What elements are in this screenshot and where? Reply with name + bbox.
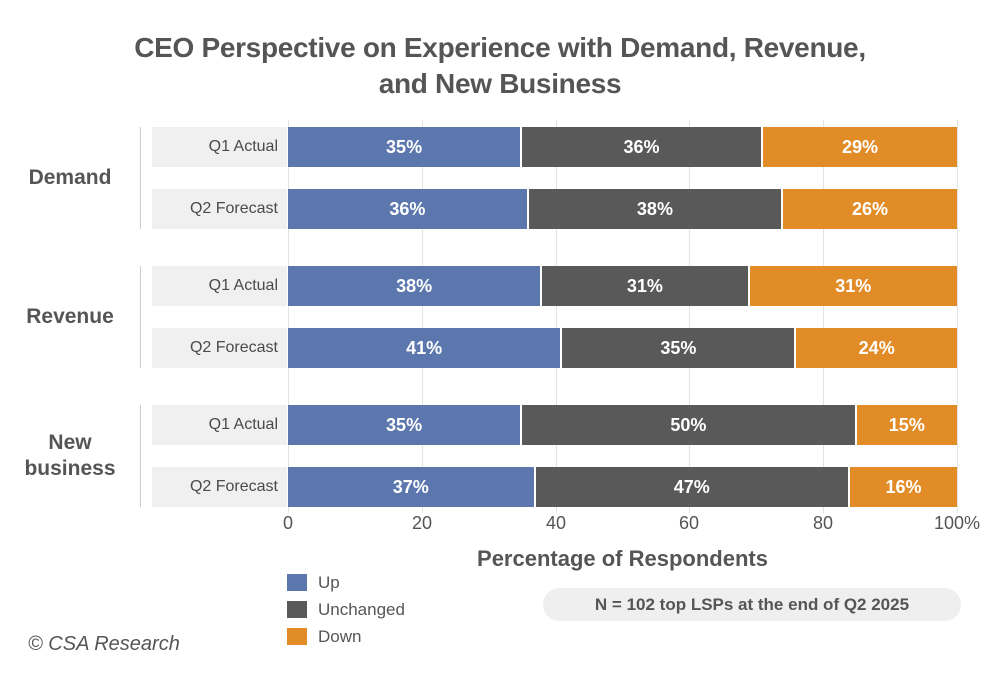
x-tick-label: 40: [545, 513, 567, 533]
stacked-bar: 35% 50% 15%: [288, 405, 957, 445]
legend-item-down: Down: [287, 623, 405, 650]
bar-segment-down: 24%: [796, 328, 957, 368]
legend-swatch-icon: [287, 601, 307, 618]
gridline-60: [689, 120, 690, 513]
stacked-bar: 35% 36% 29%: [288, 127, 957, 167]
bar-segment-unchanged: 50%: [522, 405, 857, 445]
sample-size-note-text: N = 102 top LSPs at the end of Q2 2025: [594, 594, 910, 614]
copyright-text: © CSA Research: [28, 633, 180, 655]
chart-title-line-2: and New Business: [378, 68, 622, 99]
bar-segment-unchanged: 31%: [542, 266, 750, 306]
bar-segment-unchanged: 47%: [535, 467, 850, 507]
bar-segment-down: 31%: [749, 266, 957, 306]
bar-segment-down: 29%: [762, 127, 957, 167]
group-label-demand: Demand: [28, 166, 112, 189]
category-label: Q1 Actual: [152, 266, 287, 306]
group-separator: [140, 405, 141, 507]
group-label-new-business: New business: [24, 431, 116, 480]
legend-label: Unchanged: [318, 599, 405, 619]
category-label: Q1 Actual: [152, 127, 287, 167]
x-tick-label: 0: [282, 513, 294, 533]
x-tick-label: 60: [678, 513, 700, 533]
group-label-revenue: Revenue: [26, 305, 114, 328]
category-label: Q2 Forecast: [152, 189, 287, 229]
legend-item-unchanged: Unchanged: [287, 596, 405, 623]
chart-title-line-1: CEO Perspective on Experience with Deman…: [134, 32, 866, 63]
stacked-bar: 38% 31% 31%: [288, 266, 957, 306]
legend-swatch-icon: [287, 628, 307, 645]
legend-label: Up: [318, 572, 340, 592]
bar-segment-unchanged: 38%: [528, 189, 784, 229]
bar-segment-down: 26%: [783, 189, 957, 229]
bar-segment-up: 35%: [288, 405, 523, 445]
x-tick-label: 20: [411, 513, 433, 533]
group-separator: [140, 127, 141, 229]
x-axis-title: Percentage of Respondents: [477, 546, 768, 571]
bar-segment-down: 16%: [849, 467, 957, 507]
bar-segment-unchanged: 36%: [522, 127, 763, 167]
bar-segment-up: 41%: [288, 328, 563, 368]
bar-segment-up: 36%: [288, 189, 529, 229]
stacked-bar: 37% 47% 16%: [288, 467, 957, 507]
bar-segment-up: 37%: [288, 467, 536, 507]
stacked-bar: 41% 35% 24%: [288, 328, 957, 368]
x-tick-label: 80: [812, 513, 834, 533]
stacked-bar: 36% 38% 26%: [288, 189, 957, 229]
legend-item-up: Up: [287, 569, 405, 596]
bar-segment-up: 35%: [288, 127, 523, 167]
legend: Up Unchanged Down: [287, 569, 405, 650]
gridline-100: [957, 120, 958, 513]
bar-segment-down: 15%: [856, 405, 957, 445]
bar-segment-unchanged: 35%: [562, 328, 797, 368]
legend-label: Down: [318, 626, 362, 646]
category-label: Q2 Forecast: [152, 328, 287, 368]
bar-segment-up: 38%: [288, 266, 543, 306]
group-separator: [140, 266, 141, 368]
sample-size-note: N = 102 top LSPs at the end of Q2 2025: [543, 588, 961, 621]
gridline-80: [823, 120, 824, 513]
legend-swatch-icon: [287, 574, 307, 591]
chart-title: CEO Perspective on Experience with Deman…: [0, 30, 1000, 102]
category-label: Q1 Actual: [152, 405, 287, 445]
gridline-20: [422, 120, 423, 513]
gridline-40: [556, 120, 557, 513]
category-label: Q2 Forecast: [152, 467, 287, 507]
gridline-0: [288, 120, 289, 513]
x-tick-label: 100%: [933, 513, 981, 533]
